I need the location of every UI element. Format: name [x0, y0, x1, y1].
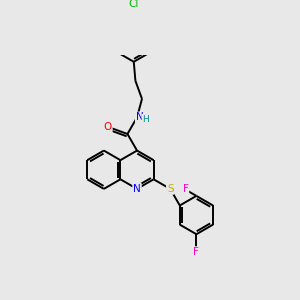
Text: S: S: [167, 184, 173, 194]
Text: N: N: [136, 112, 143, 122]
Text: Cl: Cl: [129, 0, 139, 9]
Text: O: O: [103, 122, 112, 132]
Text: F: F: [182, 184, 188, 194]
Text: F: F: [194, 247, 199, 257]
Text: H: H: [142, 115, 149, 124]
Text: N: N: [133, 184, 141, 194]
